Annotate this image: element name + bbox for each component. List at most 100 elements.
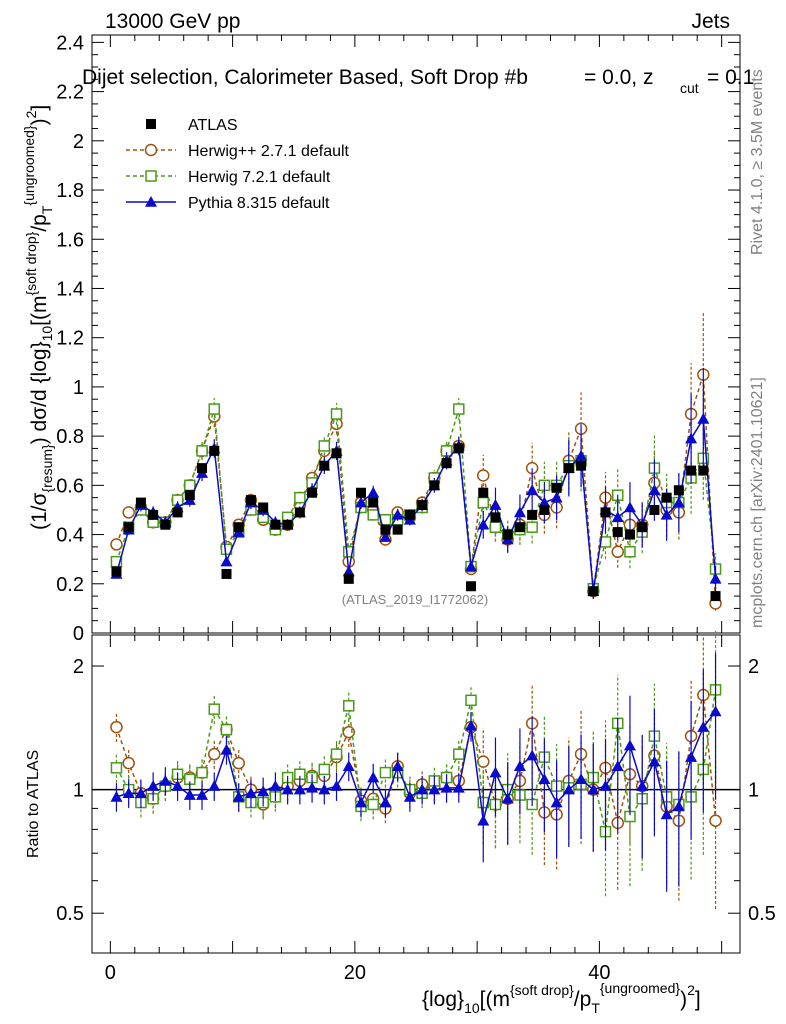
ratio-point	[587, 783, 600, 795]
series-line	[115, 374, 717, 604]
data-point	[649, 504, 660, 515]
data-point	[220, 555, 233, 567]
data-point	[330, 408, 343, 420]
data-point	[184, 479, 196, 492]
series-layer	[110, 313, 722, 611]
data-point	[367, 509, 379, 521]
ratio-point	[208, 703, 221, 715]
ratio-point	[709, 705, 722, 717]
data-point	[307, 487, 318, 498]
ylabel-part: ) dσ/d {log}	[28, 341, 51, 444]
data-point	[318, 440, 331, 452]
data-point	[392, 524, 403, 535]
ratio-point	[147, 780, 160, 791]
data-point	[465, 560, 478, 572]
ratio-layer	[110, 631, 722, 909]
data-point	[526, 484, 539, 496]
ratio-point	[318, 763, 331, 776]
series-herwig-7-2-1-default	[110, 397, 722, 597]
legend-entry: Herwig 7.2.1 default	[126, 169, 331, 186]
ratio-point	[453, 748, 465, 760]
legend-label: Pythia 8.315 default	[188, 195, 330, 212]
ratio-point	[660, 808, 673, 820]
data-point	[624, 529, 635, 540]
ratio-point	[343, 700, 355, 712]
ratio-point	[550, 796, 563, 808]
legend-marker	[146, 119, 156, 129]
data-point	[661, 492, 672, 503]
data-point	[672, 496, 685, 508]
data-point	[624, 546, 636, 558]
data-point	[208, 403, 221, 415]
y-tick-label: 1.2	[56, 328, 84, 350]
ratio-tick-label-left: 1	[73, 780, 84, 802]
ratio-point	[220, 723, 233, 736]
data-point	[245, 495, 256, 506]
y-tick-label: 2.2	[56, 82, 84, 104]
ylabel-part: )	[28, 118, 51, 125]
ratio-point	[685, 751, 698, 762]
ylabel-sup: {ungroomed}	[21, 125, 37, 206]
ratio-point	[342, 760, 355, 772]
legend-marker	[145, 196, 157, 207]
data-point	[319, 460, 330, 471]
data-point	[404, 509, 415, 520]
data-point	[477, 496, 489, 509]
data-point	[270, 519, 281, 530]
legend-marker	[145, 170, 157, 182]
ratio-point	[134, 787, 147, 799]
ratio-point	[171, 780, 184, 791]
y-tick-label: 2	[73, 131, 84, 153]
xlabel-part: {log}	[422, 988, 464, 1011]
data-point	[623, 501, 636, 513]
ylabel-sup: 2	[23, 110, 39, 118]
y-axis-label: (1/σ{resum}) dσ/d {log}10[(m{soft drop}/…	[21, 105, 55, 530]
ratio-frame	[91, 634, 741, 954]
data-point	[380, 524, 391, 535]
data-point	[698, 465, 709, 476]
data-point	[697, 412, 710, 424]
rivet-label: Rivet 4.1.0, ≥ 3.5M events	[749, 69, 766, 255]
data-point	[490, 512, 501, 523]
ratio-point	[208, 780, 221, 791]
ratio-point	[293, 783, 306, 795]
ratio-point	[489, 766, 502, 778]
data-point	[331, 448, 342, 459]
data-point	[709, 572, 722, 584]
y-tick-label: 0.2	[56, 574, 84, 596]
ratio-point	[575, 773, 588, 785]
ratio-point	[709, 814, 722, 827]
title-eq: = 0.0, z	[584, 66, 653, 89]
data-point	[686, 465, 697, 476]
data-point	[588, 586, 599, 597]
ratio-point	[562, 783, 575, 795]
data-point	[123, 522, 134, 533]
ratio-tick-label-right: 1	[748, 780, 759, 802]
data-point	[673, 485, 684, 496]
series-line	[115, 416, 717, 592]
series-atlas	[111, 443, 721, 602]
legend-label: ATLAS	[188, 117, 238, 134]
data-point	[489, 521, 502, 533]
y-tick-label: 0.4	[56, 525, 84, 547]
data-point	[184, 490, 195, 501]
ratio-point	[196, 789, 209, 800]
ratio-tick-label-right: 0.5	[748, 903, 776, 925]
legend-label: Herwig 7.2.1 default	[188, 169, 331, 186]
xlabel-sub: T	[591, 1000, 600, 1016]
xlabel-sup: 2	[687, 982, 695, 998]
data-point	[502, 529, 513, 540]
data-point	[258, 502, 269, 513]
ratio-point	[220, 743, 233, 755]
data-point	[611, 545, 624, 559]
ratio-point	[599, 780, 612, 791]
data-point	[233, 522, 244, 533]
category-label: Jets	[691, 10, 730, 33]
data-point	[110, 538, 123, 551]
ratio-point	[269, 780, 282, 791]
data-point	[612, 527, 623, 538]
mcplots-label: mcplots.cern.ch [arXiv:2401.10621]	[749, 377, 766, 628]
title-subscript: cut	[680, 80, 699, 96]
y-tick-label: 0	[73, 623, 84, 645]
